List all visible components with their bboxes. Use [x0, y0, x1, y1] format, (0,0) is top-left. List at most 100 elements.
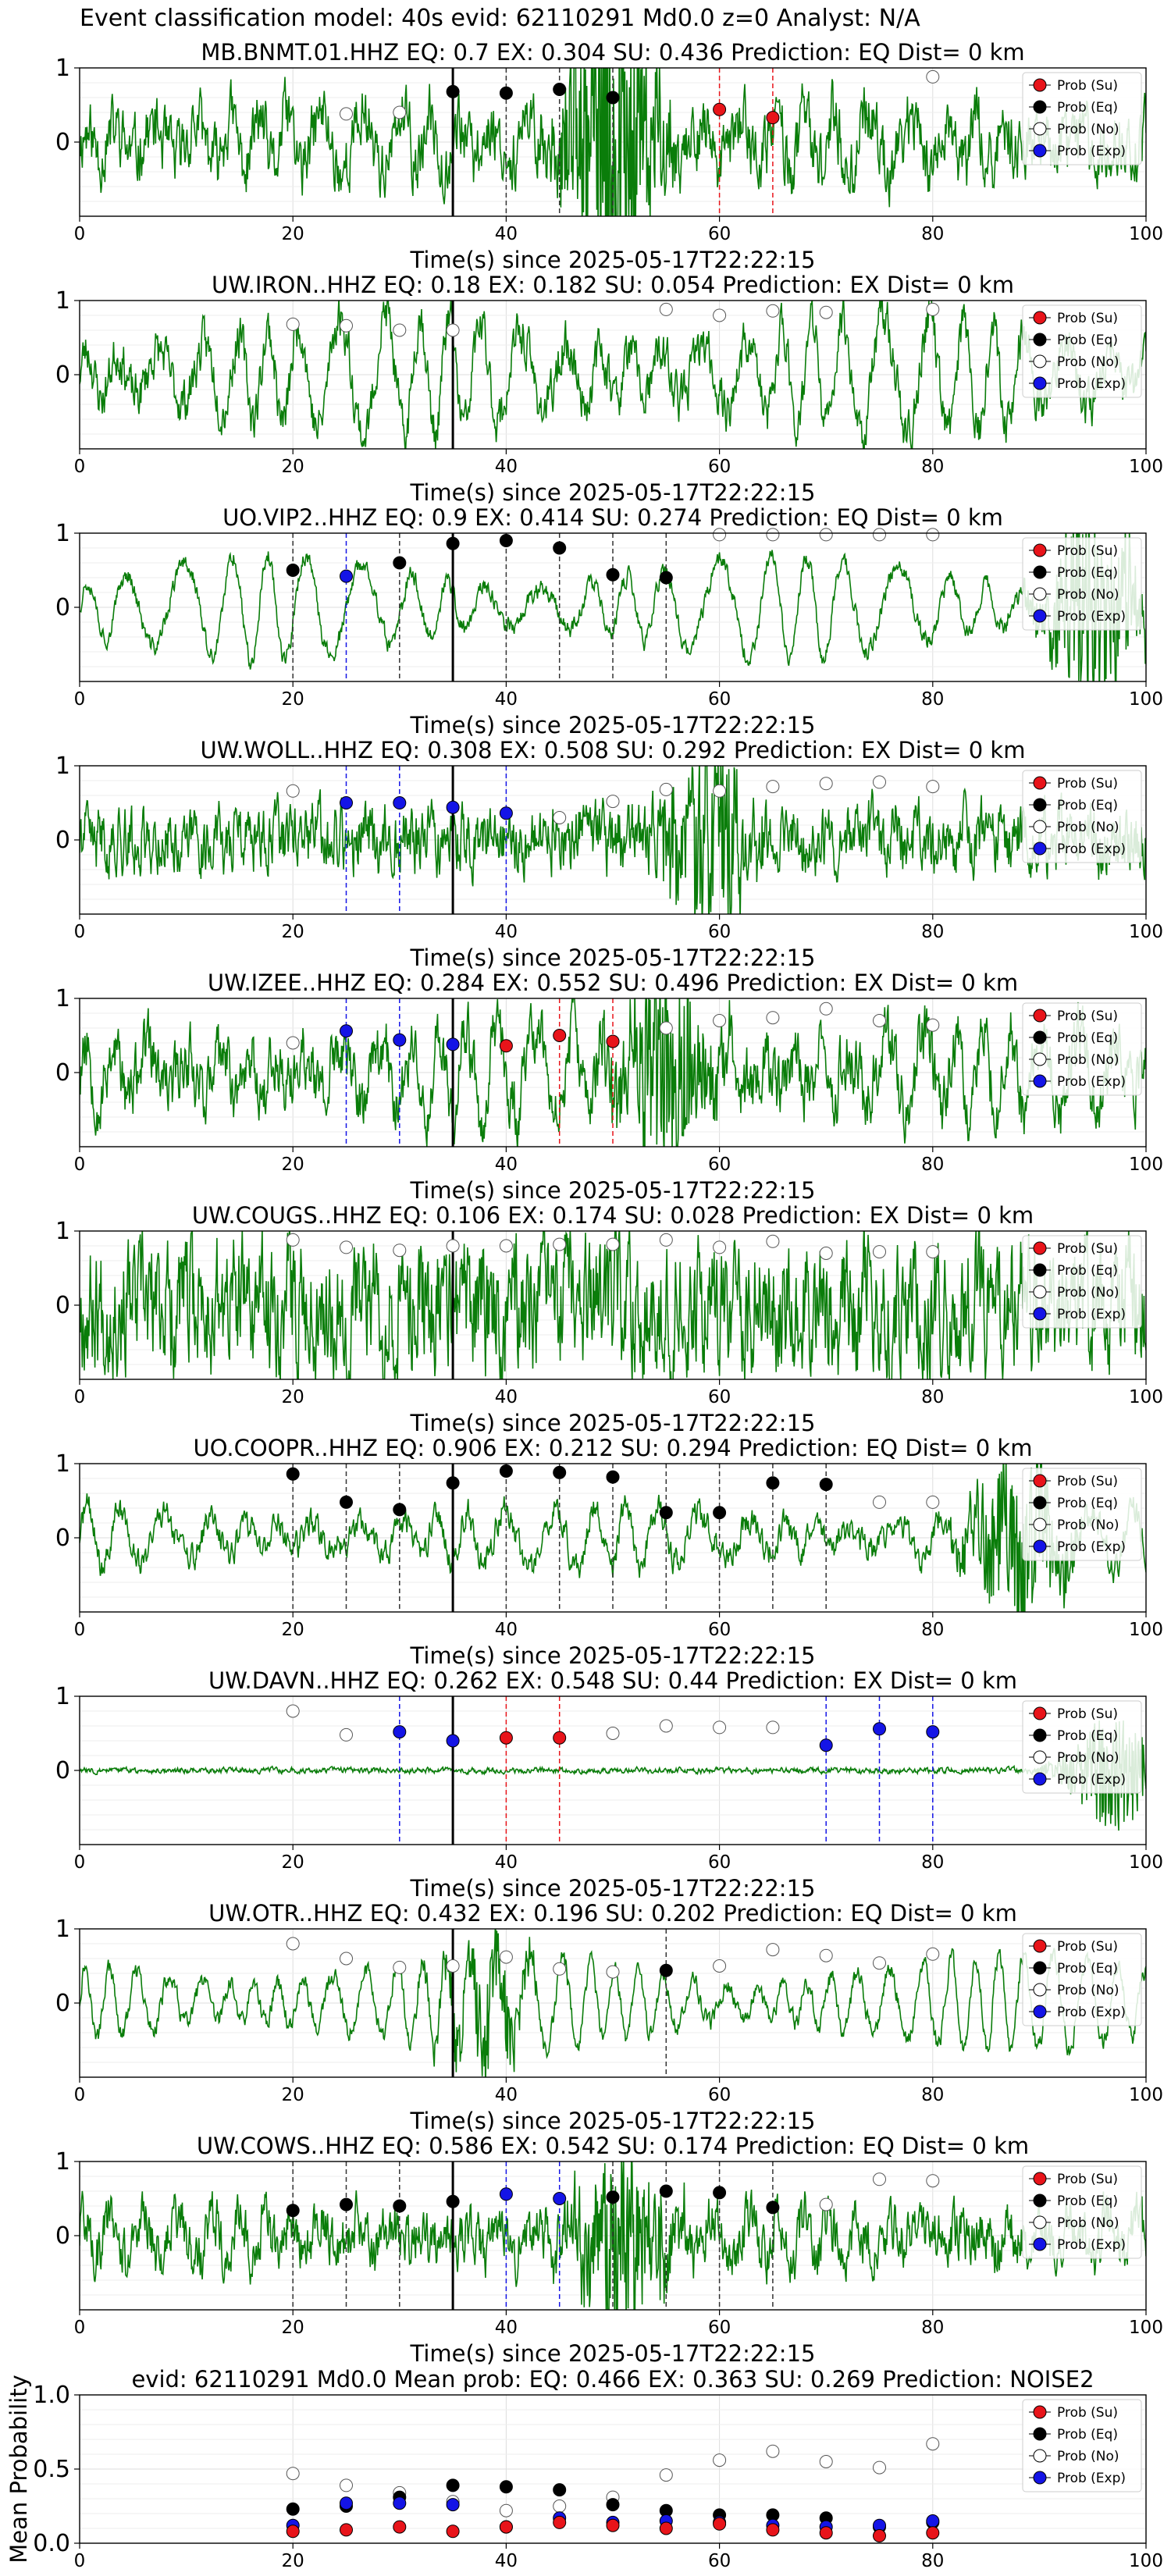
legend-box [1022, 537, 1142, 631]
prob-marker-no [713, 1014, 727, 1027]
panel-title: UO.VIP2..HHZ EQ: 0.9 EX: 0.414 SU: 0.274… [222, 504, 1003, 531]
x-tick-label: 0 [74, 1155, 86, 1175]
legend-marker-exp [1033, 1772, 1047, 1786]
mean-prob-marker-no [499, 2503, 513, 2517]
prob-marker-eq [446, 2194, 460, 2208]
legend-marker-su [1033, 2172, 1047, 2186]
y-tick-label: 0 [55, 361, 70, 389]
panel-title: UW.OTR..HHZ EQ: 0.432 EX: 0.196 SU: 0.20… [208, 1900, 1017, 1927]
x-tick-label: 0 [74, 2085, 86, 2105]
legend-marker-eq [1033, 1496, 1047, 1510]
x-tick-label: 80 [921, 2318, 944, 2338]
waveform-trace [80, 2161, 1146, 2310]
legend-label: Prob (Exp) [1057, 1074, 1126, 1090]
x-tick-label: 60 [708, 689, 731, 710]
prob-marker-eq [446, 84, 460, 98]
legend-box [1022, 1933, 1142, 2026]
prob-marker-no [553, 811, 567, 824]
mean-prob-marker-su [286, 2524, 300, 2539]
y-tick-label: 1 [55, 753, 70, 780]
y-tick-label: 1 [55, 1683, 70, 1710]
prob-marker-exp [446, 1037, 460, 1051]
x-tick-label: 40 [495, 2085, 518, 2105]
mean-prob-marker-eq [499, 2480, 513, 2494]
legend-box [1022, 1700, 1142, 1794]
mean-prob-marker-su [446, 2524, 460, 2539]
prob-marker-no [446, 323, 460, 337]
panel-title: UW.COUGS..HHZ EQ: 0.106 EX: 0.174 SU: 0.… [192, 1202, 1034, 1229]
mean-prob-marker-su [499, 2520, 513, 2534]
mean-prob-marker-exp [340, 2496, 353, 2510]
prob-marker-no [606, 795, 620, 809]
prob-marker-no [606, 1727, 620, 1740]
legend-label: Prob (Exp) [1057, 1772, 1126, 1788]
prob-marker-exp [340, 1024, 353, 1038]
prob-marker-eq [499, 86, 513, 100]
prob-marker-eq [286, 1467, 300, 1481]
legend-marker-no [1033, 1285, 1047, 1299]
y-tick-label: 0 [55, 594, 70, 621]
legend-marker-exp [1033, 376, 1047, 390]
prob-marker-no [499, 1239, 513, 1253]
legend-label: Prob (Eq) [1057, 1728, 1118, 1744]
suptitle: Event classification model: 40s evid: 62… [80, 5, 920, 32]
y-tick-label: 1 [55, 985, 70, 1012]
x-tick-label: 100 [1129, 2318, 1163, 2338]
legend-marker-eq [1033, 1728, 1047, 1742]
legend-marker-eq [1033, 333, 1047, 347]
x-tick-label: 40 [495, 1387, 518, 1407]
prob-marker-no [393, 1244, 407, 1258]
y-tick-label: 1 [55, 520, 70, 547]
mean-prob-marker-no [340, 2478, 353, 2492]
prob-marker-no [873, 1014, 886, 1027]
mean-prob-marker-exp [926, 2514, 940, 2528]
y-tick-label: 0 [55, 129, 70, 156]
waveform-trace [80, 1720, 1146, 1831]
prob-marker-no [926, 1947, 940, 1961]
legend-marker-exp [1033, 2471, 1047, 2485]
prob-marker-eq [606, 2190, 620, 2204]
x-axis-label: Time(s) since 2025-05-17T22:22:15 [410, 945, 816, 971]
x-tick-label: 20 [282, 1387, 304, 1407]
waveform-trace [80, 1231, 1146, 1379]
prob-marker-no [286, 1704, 300, 1718]
prob-marker-no [926, 69, 940, 84]
mean-prob-marker-su [926, 2526, 940, 2540]
legend-label: Prob (Exp) [1057, 841, 1126, 857]
mean-prob-marker-su [873, 2529, 886, 2542]
prob-marker-su [553, 1731, 567, 1745]
mean-prob-marker-su [766, 2523, 780, 2537]
station-panel: UW.WOLL..HHZ EQ: 0.308 EX: 0.508 SU: 0.2… [55, 737, 1163, 971]
prob-marker-no [819, 1948, 833, 1962]
prob-marker-eq [659, 2184, 673, 2198]
x-tick-label: 100 [1129, 457, 1163, 477]
prob-marker-exp [393, 1725, 407, 1739]
x-tick-label: 0 [74, 1852, 86, 1873]
x-tick-label: 80 [921, 457, 944, 477]
prob-marker-no [659, 1719, 673, 1733]
legend-label: Prob (Exp) [1057, 1539, 1126, 1555]
legend-label: Prob (Eq) [1057, 1263, 1118, 1279]
prob-marker-su [553, 1029, 567, 1042]
prob-marker-no [819, 528, 833, 542]
legend-marker-eq [1033, 100, 1047, 114]
prob-marker-no [926, 1018, 940, 1032]
legend-label: Prob (Eq) [1057, 1496, 1118, 1511]
prob-marker-no [766, 1234, 780, 1248]
legend-label: Prob (Exp) [1057, 2471, 1126, 2486]
x-tick-label: 100 [1129, 1387, 1163, 1407]
summary-panel: evid: 62110291 Md0.0 Mean prob: EQ: 0.46… [5, 2366, 1163, 2571]
legend-label: Prob (Exp) [1057, 2237, 1126, 2253]
x-tick-label: 40 [495, 457, 518, 477]
x-tick-label: 80 [921, 922, 944, 942]
legend-label: Prob (No) [1057, 1983, 1119, 1998]
legend-box [1022, 72, 1142, 165]
mean-prob-marker-eq [606, 2498, 620, 2512]
station-panel: UO.COOPR..HHZ EQ: 0.906 EX: 0.212 SU: 0.… [55, 1435, 1163, 1669]
legend-marker-su [1033, 1706, 1047, 1720]
legend-marker-no [1033, 354, 1047, 368]
panel-title: UW.IZEE..HHZ EQ: 0.284 EX: 0.552 SU: 0.4… [208, 970, 1018, 996]
legend-marker-no [1033, 1983, 1047, 1997]
prob-marker-exp [499, 2187, 513, 2201]
legend-box [1022, 2399, 1142, 2492]
